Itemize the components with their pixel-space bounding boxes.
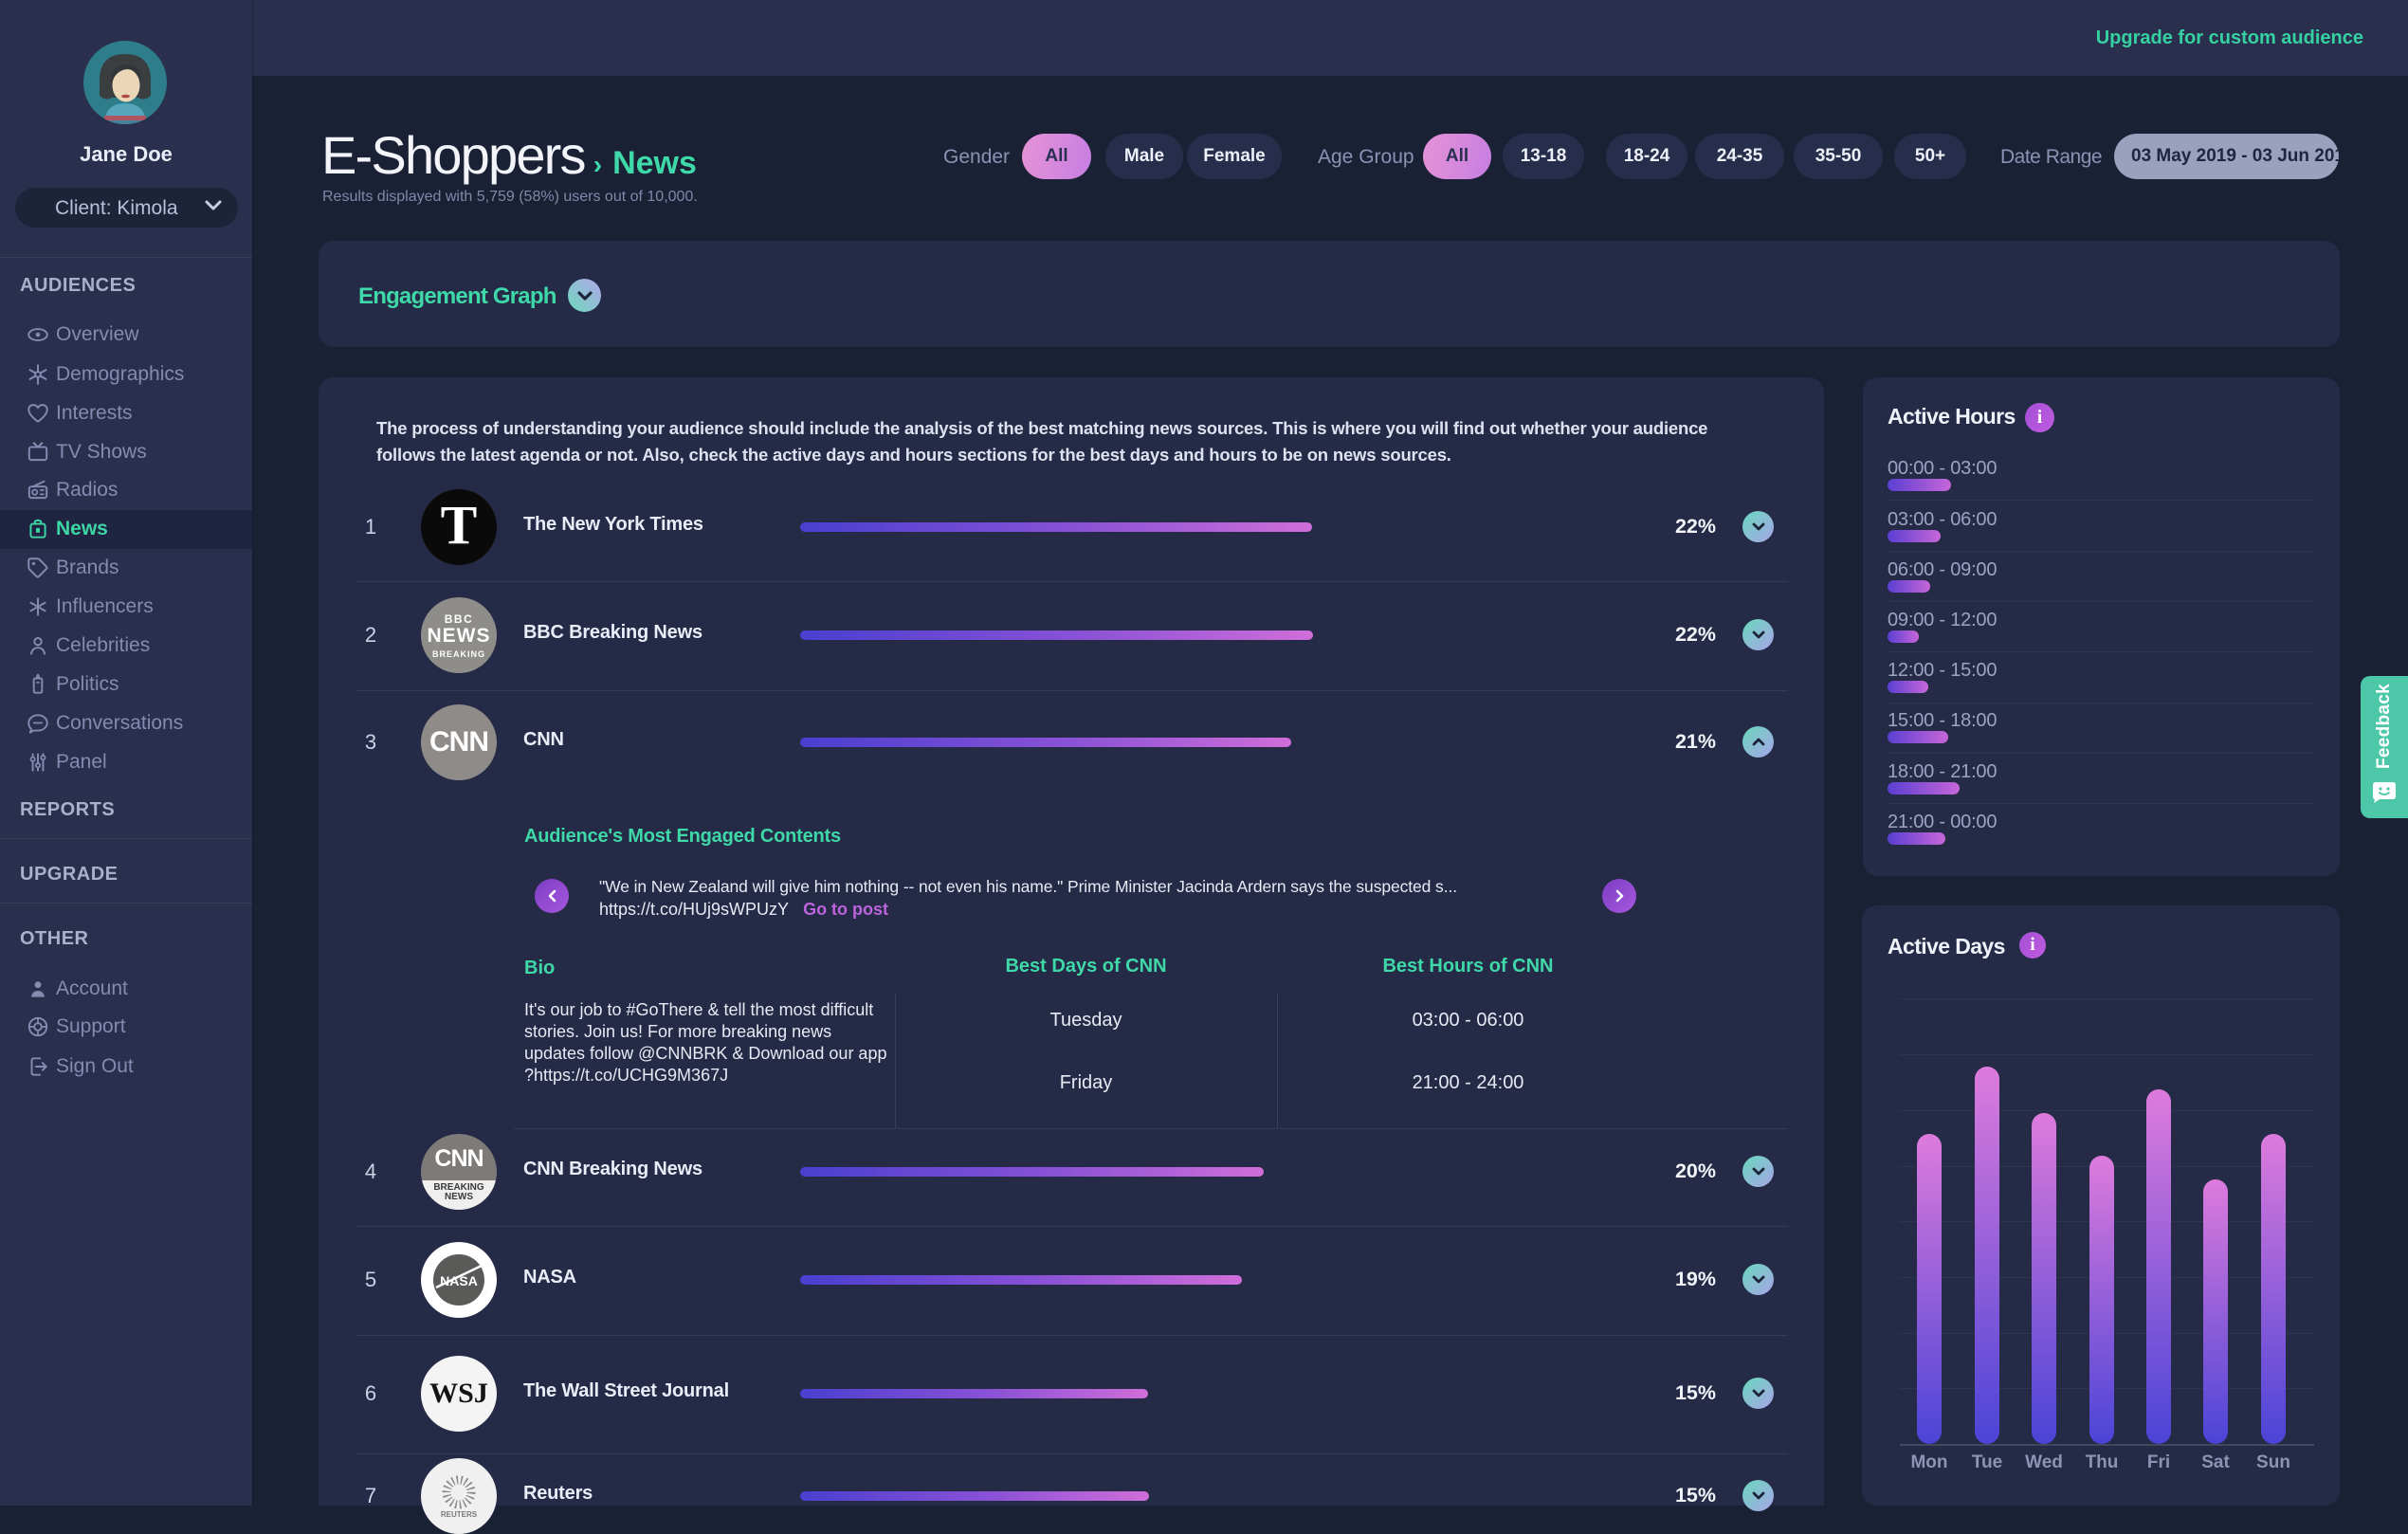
- svg-text:REUTERS: REUTERS: [441, 1510, 478, 1519]
- svg-text:NASA: NASA: [440, 1273, 478, 1288]
